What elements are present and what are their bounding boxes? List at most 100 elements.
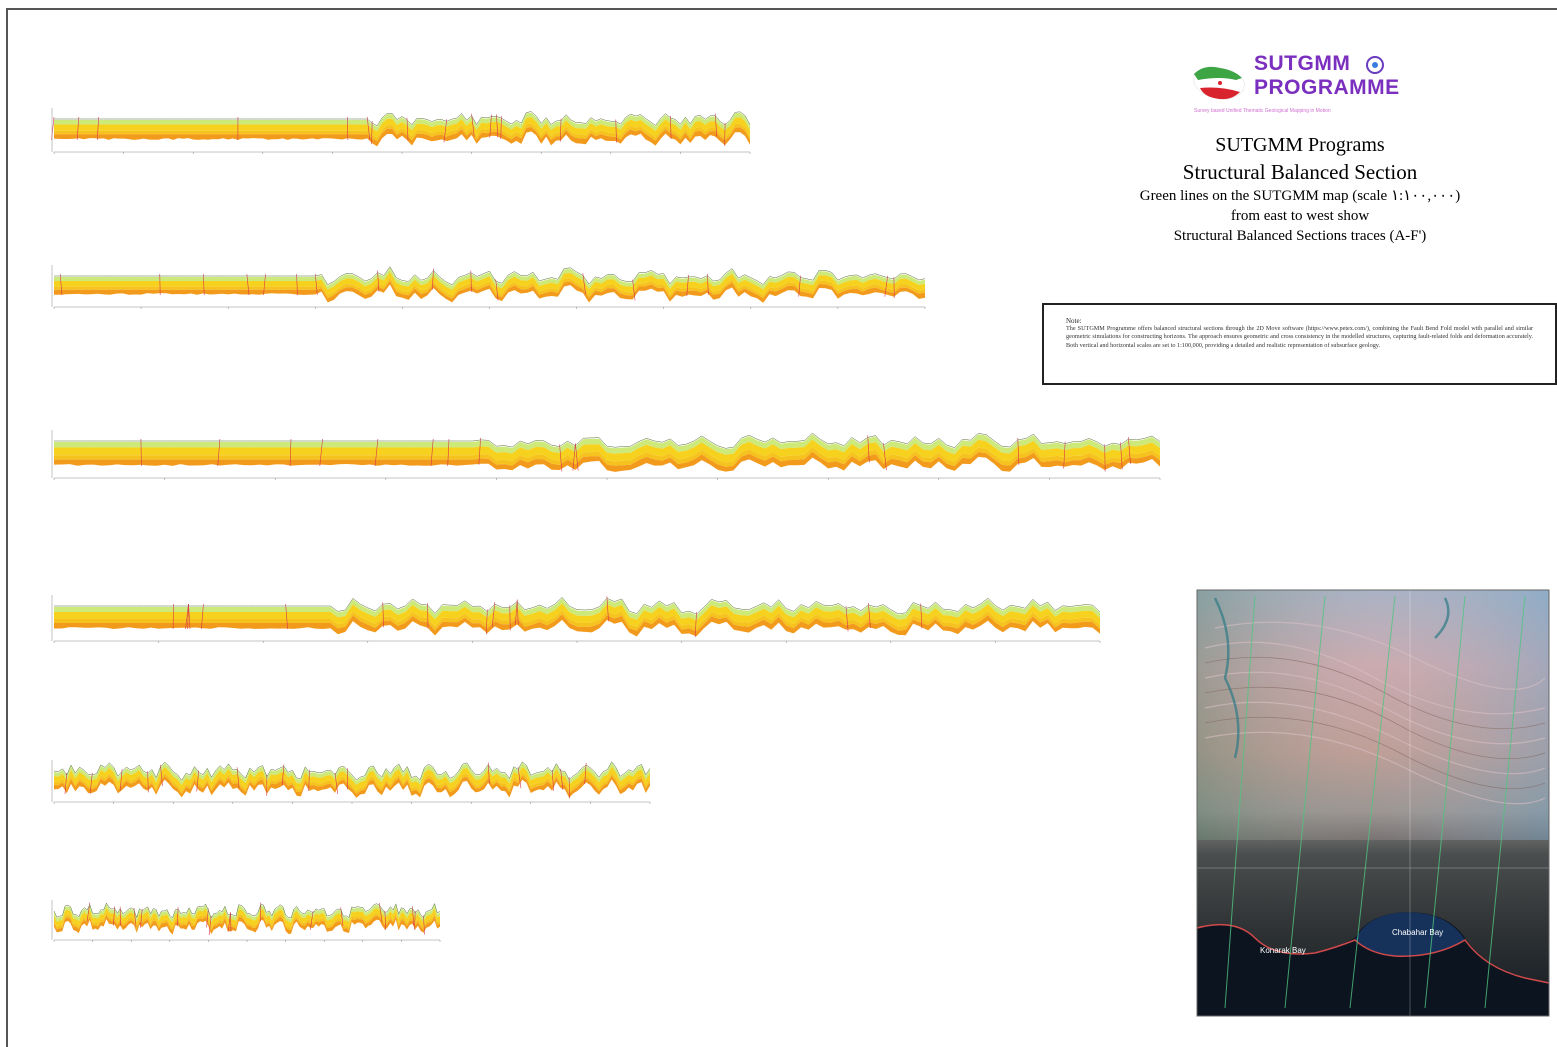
fault-line [845, 606, 849, 632]
fault-line [1120, 442, 1123, 470]
fault-line [64, 773, 68, 795]
cross-section-e [30, 750, 660, 805]
fault-line [489, 114, 492, 138]
fault-line [208, 916, 212, 936]
cross-section-a-drawing [51, 108, 751, 154]
fault-line [430, 438, 434, 467]
strata-layer [54, 112, 750, 132]
fault-line [868, 602, 871, 629]
fault-line [377, 270, 380, 292]
fault-line [560, 768, 564, 790]
fault-line [89, 772, 93, 794]
fault-line [500, 116, 502, 140]
fault-line [309, 910, 314, 930]
fault-line [414, 910, 416, 930]
title-block: SUTGMM Programs Structural Balanced Sect… [1100, 132, 1500, 246]
title-description-2: from east to west show [1230, 208, 1370, 224]
logo-title: SUTGMM [1254, 52, 1351, 75]
fault-line [496, 114, 499, 138]
note-text: The SUTGMM Programme offers balanced str… [1066, 325, 1533, 349]
fault-line [296, 273, 298, 296]
strata-layer [54, 904, 440, 923]
satellite-map: Konarak Bay Chabahar Bay [1195, 588, 1551, 1018]
title-description-1: Green lines on the SUTGMM map (scale ١:١… [1139, 188, 1461, 204]
fault-line [374, 438, 379, 467]
fault-line [516, 599, 519, 625]
fault-line [485, 609, 488, 635]
fault-line [201, 603, 204, 630]
strata-layer [54, 447, 1160, 467]
fault-line [1017, 437, 1020, 465]
strata-layer [54, 123, 750, 142]
fault-line [379, 903, 383, 923]
fault-line [230, 912, 232, 932]
strata-layer [54, 271, 925, 296]
strata-layer [54, 267, 925, 290]
strata-layer [54, 775, 650, 798]
fault-line [289, 438, 292, 467]
fault-line [140, 908, 143, 928]
fault-line [572, 443, 576, 471]
fault-line [263, 273, 266, 296]
fault-line [798, 275, 801, 297]
fault-line [308, 770, 310, 792]
fault-line [867, 435, 870, 463]
topography-line [54, 266, 926, 286]
topography-line [54, 432, 1161, 449]
fault-line [160, 764, 163, 786]
cross-section-c [30, 420, 1170, 485]
cross-section-d-drawing [51, 595, 1101, 643]
fault-line [347, 116, 349, 141]
fault-line [432, 268, 434, 290]
fault-line [714, 113, 718, 137]
strata-layer [54, 127, 750, 147]
fault-line [113, 906, 115, 926]
fault-line [319, 438, 323, 467]
strata-layer [54, 762, 650, 786]
strata-layer [54, 117, 750, 138]
fault-line [724, 122, 726, 146]
fault-line [206, 908, 209, 928]
fault-line [706, 273, 709, 295]
map-label-chabahar-bay: Chabahar Bay [1392, 928, 1444, 937]
sutgmm-logo: SUTGMM PROGRAMME Survey based Unified Th… [1190, 50, 1410, 120]
fault-line [203, 273, 205, 296]
iran-flag-map-icon [1193, 66, 1245, 100]
cross-section-f-drawing [51, 900, 441, 942]
fault-line [584, 763, 587, 785]
fault-line [188, 603, 191, 630]
fault-line [384, 910, 387, 930]
fault-line [470, 270, 472, 292]
strata-layer [54, 912, 440, 931]
fault-line [606, 596, 609, 622]
strata-layer [54, 614, 1100, 637]
strata-layer [54, 907, 440, 928]
title-main: Structural Balanced Section [1182, 160, 1418, 184]
fault-line [478, 437, 481, 465]
fault-line [366, 116, 371, 141]
fault-line [883, 443, 887, 471]
strata-layer [54, 598, 1100, 621]
fault-line [412, 906, 414, 926]
fault-line [491, 602, 496, 628]
cross-section-b [30, 255, 935, 310]
note-label: Note: [1066, 317, 1082, 325]
fault-line [371, 121, 373, 145]
cross-section-d [30, 585, 1110, 655]
fault-line [177, 907, 179, 927]
satellite-map-image [1196, 589, 1550, 1017]
fault-line [119, 769, 123, 791]
title-description-3: Structural Balanced Sections traces (A-F… [1173, 228, 1427, 244]
fault-line [382, 602, 384, 628]
topography-line [54, 111, 751, 127]
logo-subtitle: PROGRAMME [1254, 76, 1400, 99]
fault-line [334, 772, 339, 794]
strata-layer [54, 610, 1100, 632]
cross-section-c-drawing [51, 430, 1161, 480]
fault-line [96, 116, 100, 141]
fault-line [884, 275, 888, 297]
fault-line [196, 770, 200, 792]
fault-line [575, 443, 579, 471]
cross-section-f [30, 890, 450, 942]
fault-line [187, 603, 189, 630]
